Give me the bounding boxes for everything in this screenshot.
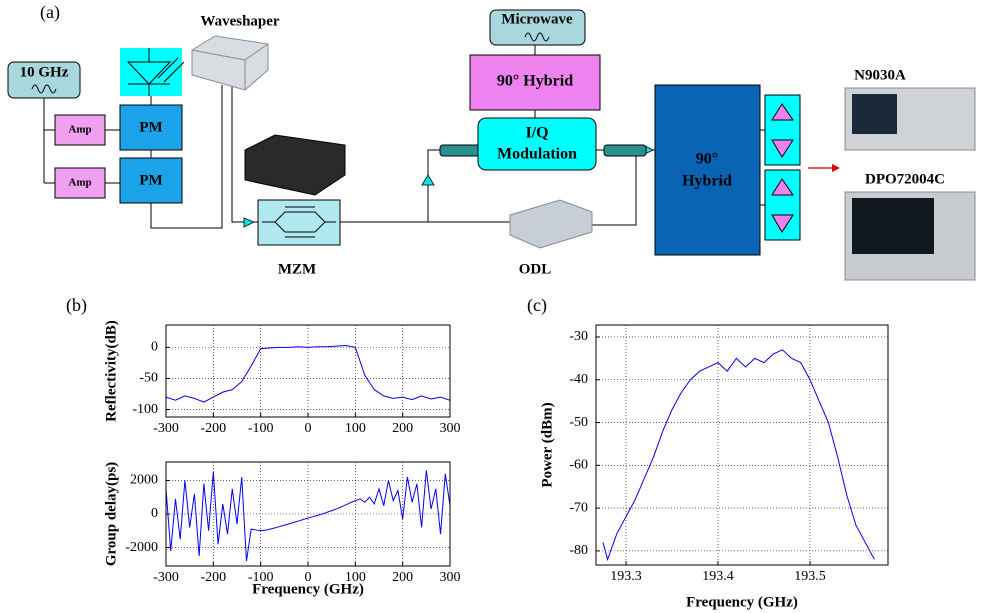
waveshaper-edge [191,43,269,90]
mzm-label: MZM [278,261,316,277]
x-tick-label: 100 [345,570,366,585]
data-line [602,349,875,562]
x-tick-label: -200 [200,421,226,436]
x-tick-label: -100 [248,421,274,436]
pm-label: PM [139,119,162,135]
rf-source [7,61,81,99]
panel-label: (a) [40,2,60,23]
y-tick-label: -30 [569,329,588,344]
optical-hybrid-label: Hybrid [682,173,732,190]
iq-label: Modulation [497,146,577,163]
x-tick-label: 300 [440,570,461,585]
plot-frame [165,324,451,418]
rf-hybrid [469,54,601,111]
waveshaper-image [191,35,269,91]
x-tick-label: 100 [345,421,366,436]
x-tick-label: 300 [440,421,461,436]
x-tick-label: -100 [248,570,274,585]
odl-label: ODL [519,261,552,277]
detector-icon [771,103,794,158]
rf-source-label: 10 GHz [20,64,69,80]
x-tick-label: 193.3 [610,569,642,584]
arrow [421,174,435,186]
x-tick-label: 200 [392,421,413,436]
x-axis-label: Frequency (GHz) [252,581,364,597]
laser-image [244,134,346,196]
detector-icon [771,178,794,233]
plot-frame [595,324,889,566]
x-tick-label: 0 [305,570,312,585]
photodiode [120,48,182,96]
data-line [166,470,450,562]
mzm-icon [262,206,336,238]
phase-modulator [119,157,183,204]
y-tick-label: -2000 [125,540,158,555]
scope-screen [852,198,934,254]
arrow [243,217,255,228]
x-tick-label: 200 [392,570,413,585]
panel-label: (c) [527,295,547,316]
x-tick-label: -300 [153,421,179,436]
odl-image [509,199,593,249]
arrowhead [832,164,840,172]
y-tick-label: -80 [569,543,588,558]
y-tick-label: -50 [569,415,588,430]
iq-label: I/Q [525,125,548,142]
data-line [166,345,450,403]
x-axis-label: Frequency (GHz) [686,594,798,610]
panel-label: (b) [66,295,87,316]
instrument-label: N9030A [854,67,906,83]
sine-icon [31,84,57,94]
y-axis-label: Power (dBm) [539,402,555,487]
amp-label: Amp [68,177,91,189]
y-tick-label: -40 [569,372,588,387]
iq-modulator [477,117,597,171]
plot-frame [165,461,451,567]
rf-hybrid-label: 90° Hybrid [497,73,573,90]
microwave-label: Microwave [501,11,573,27]
fiber-coil [439,144,483,157]
y-tick-label: -100 [132,402,158,417]
photodiode-icon [126,48,185,96]
x-tick-label: -200 [200,570,226,585]
x-tick-label: 193.5 [794,569,826,584]
optical-hybrid [654,84,761,256]
phase-modulator [119,104,183,151]
y-axis-label: Group delay(ps) [103,462,119,566]
x-tick-label: 0 [305,421,312,436]
y-tick-label: 0 [151,506,158,521]
optical-hybrid-label: 90° [696,151,718,168]
y-tick-label: -60 [569,458,588,473]
x-tick-label: 193.4 [702,569,734,584]
fiber-coil [603,144,647,157]
instrument-label: DPO72004C [865,171,945,187]
plot-area [596,325,888,565]
amp-label: Amp [68,124,91,136]
amp [54,114,106,146]
y-tick-label: 0 [151,340,158,355]
x-tick-label: -300 [153,570,179,585]
y-tick-label: 2000 [130,473,158,488]
y-axis-label: Reflectivity(dB) [103,320,119,422]
microwave-source [489,9,586,46]
sine-icon [524,32,550,42]
pm-label: PM [139,172,162,188]
analyzer-screen [852,94,897,134]
wires [43,45,765,229]
y-tick-label: -50 [139,371,158,386]
waveshaper-label: Waveshaper [200,13,280,29]
y-tick-label: -70 [569,500,588,515]
amp [54,167,106,199]
